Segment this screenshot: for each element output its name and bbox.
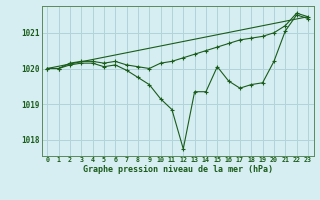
X-axis label: Graphe pression niveau de la mer (hPa): Graphe pression niveau de la mer (hPa): [83, 165, 273, 174]
